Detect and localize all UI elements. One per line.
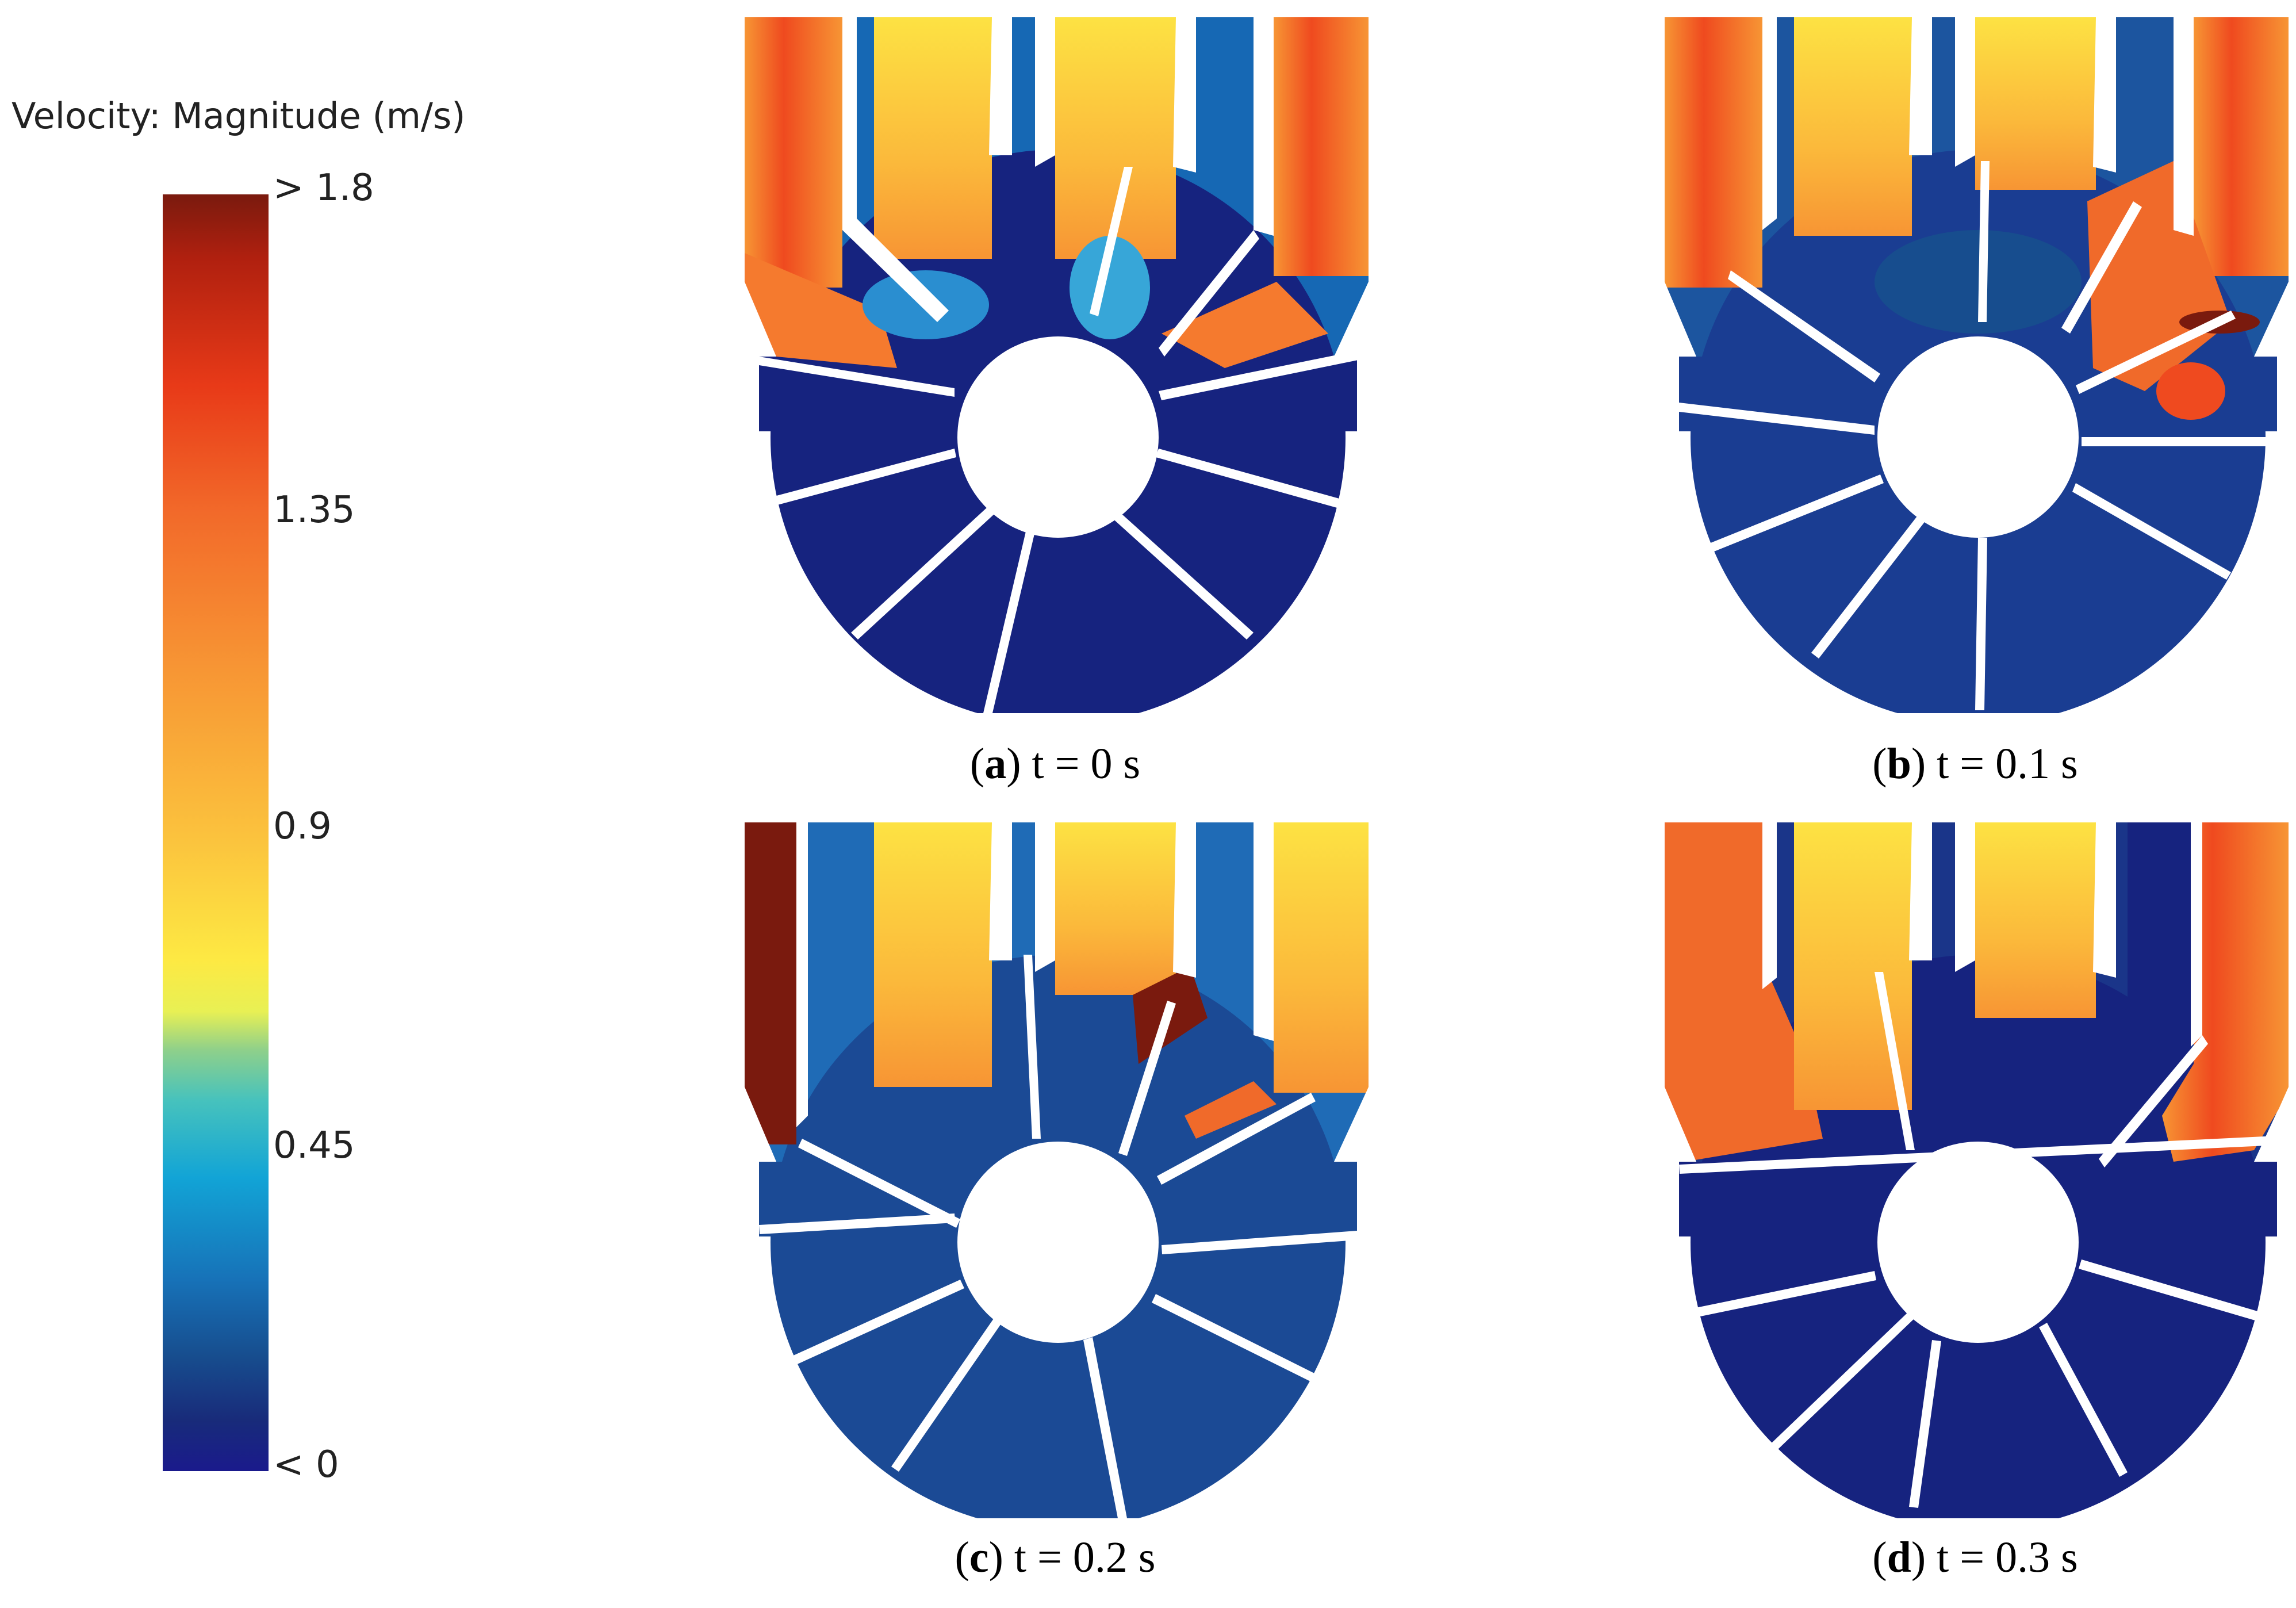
- colorbar-tick-0-45: 0.45: [273, 1124, 355, 1167]
- colorbar-tick-max: > 1.8: [273, 167, 374, 209]
- caption-c-close: ): [988, 1533, 1003, 1582]
- panel-a-velocity-field: [736, 12, 1374, 713]
- colorbar: [163, 194, 269, 1471]
- caption-b-close: ): [1911, 740, 1926, 788]
- caption-d-open: (: [1872, 1533, 1887, 1582]
- caption-a-letter: a: [984, 740, 1007, 788]
- caption-a: (a) t = 0 s: [768, 739, 1343, 789]
- caption-c: (c) t = 0.2 s: [768, 1533, 1343, 1583]
- caption-d-text: t = 0.3 s: [1926, 1533, 2078, 1582]
- caption-a-open: (: [969, 740, 985, 788]
- caption-c-text: t = 0.2 s: [1003, 1533, 1156, 1582]
- colorbar-tick-0-9: 0.9: [273, 805, 332, 848]
- colorbar-tick-1-35: 1.35: [273, 489, 355, 531]
- caption-c-open: (: [955, 1533, 969, 1582]
- caption-b-text: t = 0.1 s: [1926, 740, 2078, 788]
- caption-b: (b) t = 0.1 s: [1688, 739, 2263, 789]
- colorbar-tick-min: < 0: [273, 1444, 339, 1486]
- caption-d: (d) t = 0.3 s: [1688, 1533, 2263, 1583]
- caption-d-close: ): [1911, 1533, 1926, 1582]
- panel-d-velocity-field: [1656, 817, 2294, 1518]
- caption-a-text: t = 0 s: [1021, 740, 1141, 788]
- panel-b-velocity-field: [1656, 12, 2294, 713]
- caption-d-letter: d: [1887, 1533, 1911, 1582]
- legend-title: Velocity: Magnitude (m/s): [12, 95, 466, 137]
- caption-b-letter: b: [1887, 740, 1911, 788]
- caption-a-close: ): [1006, 740, 1021, 788]
- caption-c-letter: c: [969, 1533, 989, 1582]
- panel-c-velocity-field: [736, 817, 1374, 1518]
- caption-b-open: (: [1872, 740, 1887, 788]
